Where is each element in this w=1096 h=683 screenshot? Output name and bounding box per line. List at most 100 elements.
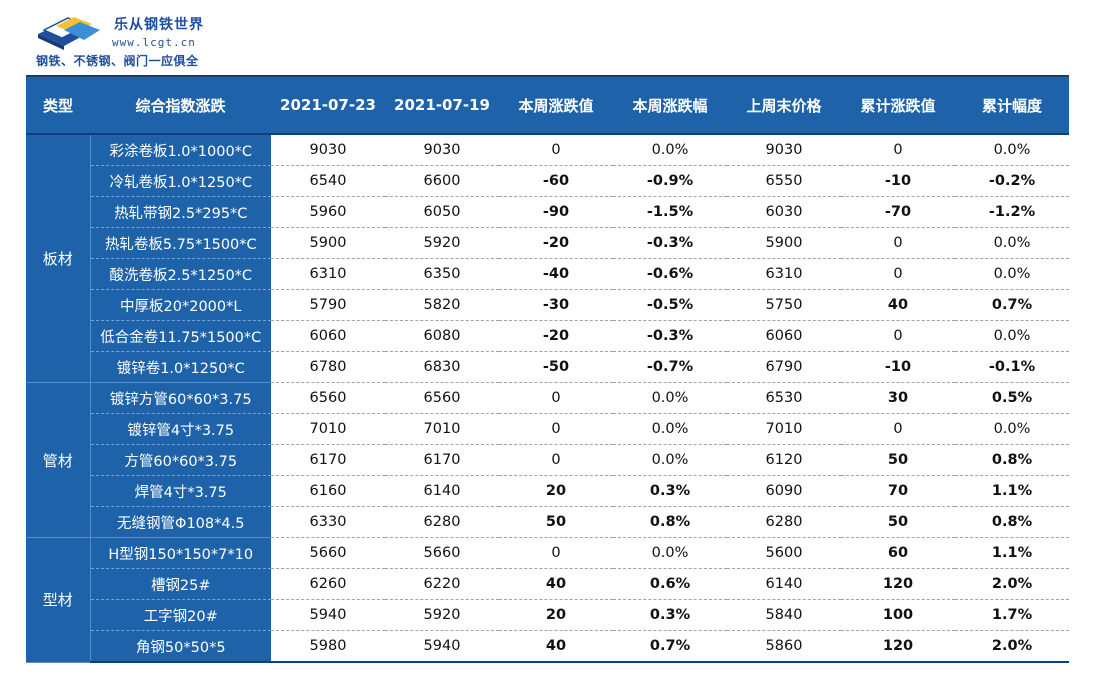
last-weekend-price: 6530 (727, 382, 841, 414)
cum-change-pct: -0.1% (955, 351, 1069, 383)
header-date-current: 2021-07-23 (271, 75, 385, 135)
price-current: 5960 (271, 196, 385, 228)
price-current: 6780 (271, 351, 385, 383)
cum-change-pct: 0.0% (955, 258, 1069, 290)
price-current: 5980 (271, 630, 385, 663)
cum-change-pct: 1.1% (955, 537, 1069, 569)
week-change-pct: 0.0% (613, 382, 727, 414)
category-cell: 管材 (26, 382, 91, 538)
last-weekend-price: 6790 (727, 351, 841, 383)
item-name: 热轧带钢2.5*295*C (90, 196, 271, 228)
week-change-pct: -0.7% (613, 351, 727, 383)
item-name: 工字钢20# (90, 599, 271, 631)
cum-change-pct: 0.0% (955, 134, 1069, 166)
cum-change: 40 (841, 289, 955, 321)
week-change: 20 (499, 599, 613, 631)
item-name: 镀锌管4寸*3.75 (90, 413, 271, 445)
last-weekend-price: 5600 (727, 537, 841, 569)
item-name: 无缝钢管Φ108*4.5 (90, 506, 271, 538)
item-name: 镀锌卷1.0*1250*C (90, 351, 271, 383)
cum-change: -10 (841, 165, 955, 197)
logo-url[interactable]: www.lcgt.cn (112, 36, 196, 49)
week-change-pct: -0.3% (613, 320, 727, 352)
header-week-change: 本周涨跌值 (499, 75, 613, 135)
cum-change: -70 (841, 196, 955, 228)
price-current: 5940 (271, 599, 385, 631)
price-current: 5660 (271, 537, 385, 569)
table-row: 型材 H型钢150*150*7*10 5660 5660 0 0.0% 5600 60 1.1% (26, 537, 1069, 663)
week-change-pct: 0.0% (613, 134, 727, 166)
table-row: 管材 镀锌方管60*60*3.75 6560 6560 0 0.0% 6530 30 0.5% (26, 382, 1069, 538)
table-row: 冷轧卷板1.0*1250*C 6540 6600 -60 -0.9% 6550 -10 -0.… (26, 165, 1069, 197)
header-last-weekend-price: 上周末价格 (727, 75, 841, 135)
category-cell: 板材 (26, 134, 91, 383)
cum-change: 70 (841, 475, 955, 507)
logo: 乐从钢铁世界 www.lcgt.cn 钢铁、不锈钢、阀门一应俱全 (34, 10, 294, 70)
price-previous: 6350 (385, 258, 499, 290)
cum-change: 0 (841, 227, 955, 259)
price-previous: 6080 (385, 320, 499, 352)
cum-change-pct: 0.0% (955, 320, 1069, 352)
price-current: 6540 (271, 165, 385, 197)
cum-change-pct: 0.5% (955, 382, 1069, 414)
price-previous: 6830 (385, 351, 499, 383)
last-weekend-price: 5750 (727, 289, 841, 321)
week-change-pct: -0.5% (613, 289, 727, 321)
week-change-pct: -0.3% (613, 227, 727, 259)
last-weekend-price: 5860 (727, 630, 841, 663)
price-current: 6330 (271, 506, 385, 538)
price-current: 6310 (271, 258, 385, 290)
price-previous: 6560 (385, 382, 499, 414)
price-previous: 5920 (385, 227, 499, 259)
category-cell: 型材 (26, 537, 91, 663)
week-change: 0 (499, 444, 613, 476)
price-previous: 6140 (385, 475, 499, 507)
last-weekend-price: 7010 (727, 413, 841, 445)
week-change-pct: 0.3% (613, 475, 727, 507)
price-previous: 6170 (385, 444, 499, 476)
week-change: 40 (499, 630, 613, 663)
cum-change-pct: 0.8% (955, 444, 1069, 476)
week-change: -20 (499, 227, 613, 259)
cum-change-pct: 0.8% (955, 506, 1069, 538)
table-row: 中厚板20*2000*L 5790 5820 -30 -0.5% 5750 40 0.7% (26, 289, 1069, 321)
table-row: 无缝钢管Φ108*4.5 6330 6280 50 0.8% 6280 50 0.8% (26, 506, 1069, 538)
cum-change-pct: 2.0% (955, 630, 1069, 663)
price-previous: 9030 (385, 134, 499, 166)
week-change-pct: 0.0% (613, 444, 727, 476)
price-previous: 5660 (385, 537, 499, 569)
cum-change: 0 (841, 413, 955, 445)
cum-change: 50 (841, 506, 955, 538)
price-current: 9030 (271, 134, 385, 166)
header-week-change-pct: 本周涨跌幅 (613, 75, 727, 135)
week-change: 0 (499, 134, 613, 166)
table-row: 酸洗卷板2.5*1250*C 6310 6350 -40 -0.6% 6310 0 0.0% (26, 258, 1069, 290)
price-previous: 5820 (385, 289, 499, 321)
week-change: -50 (499, 351, 613, 383)
price-index-table: 类型 综合指数涨跌 2021-07-23 2021-07-19 本周涨跌值 本周涨跌幅 上周… (26, 75, 1069, 663)
cum-change: 100 (841, 599, 955, 631)
week-change: 50 (499, 506, 613, 538)
week-change: 0 (499, 413, 613, 445)
header-type: 类型 (26, 75, 90, 135)
week-change-pct: -0.6% (613, 258, 727, 290)
price-previous: 6280 (385, 506, 499, 538)
week-change: -90 (499, 196, 613, 228)
item-name: 彩涂卷板1.0*1000*C (90, 134, 271, 166)
price-previous: 6050 (385, 196, 499, 228)
price-previous: 6600 (385, 165, 499, 197)
table-row: 方管60*60*3.75 6170 6170 0 0.0% 6120 50 0.8% (26, 444, 1069, 476)
logo-tagline: 钢铁、不锈钢、阀门一应俱全 (36, 54, 199, 68)
week-change-pct: 0.6% (613, 568, 727, 600)
cum-change-pct: 2.0% (955, 568, 1069, 600)
header-cum-change: 累计涨跌值 (841, 75, 955, 135)
week-change: 20 (499, 475, 613, 507)
week-change: 0 (499, 537, 613, 569)
cum-change: -10 (841, 351, 955, 383)
table-row: 镀锌卷1.0*1250*C 6780 6830 -50 -0.7% 6790 -10 -0.1… (26, 351, 1069, 383)
last-weekend-price: 6120 (727, 444, 841, 476)
price-current: 6260 (271, 568, 385, 600)
cum-change: 50 (841, 444, 955, 476)
cum-change-pct: 0.0% (955, 413, 1069, 445)
week-change-pct: 0.0% (613, 537, 727, 569)
